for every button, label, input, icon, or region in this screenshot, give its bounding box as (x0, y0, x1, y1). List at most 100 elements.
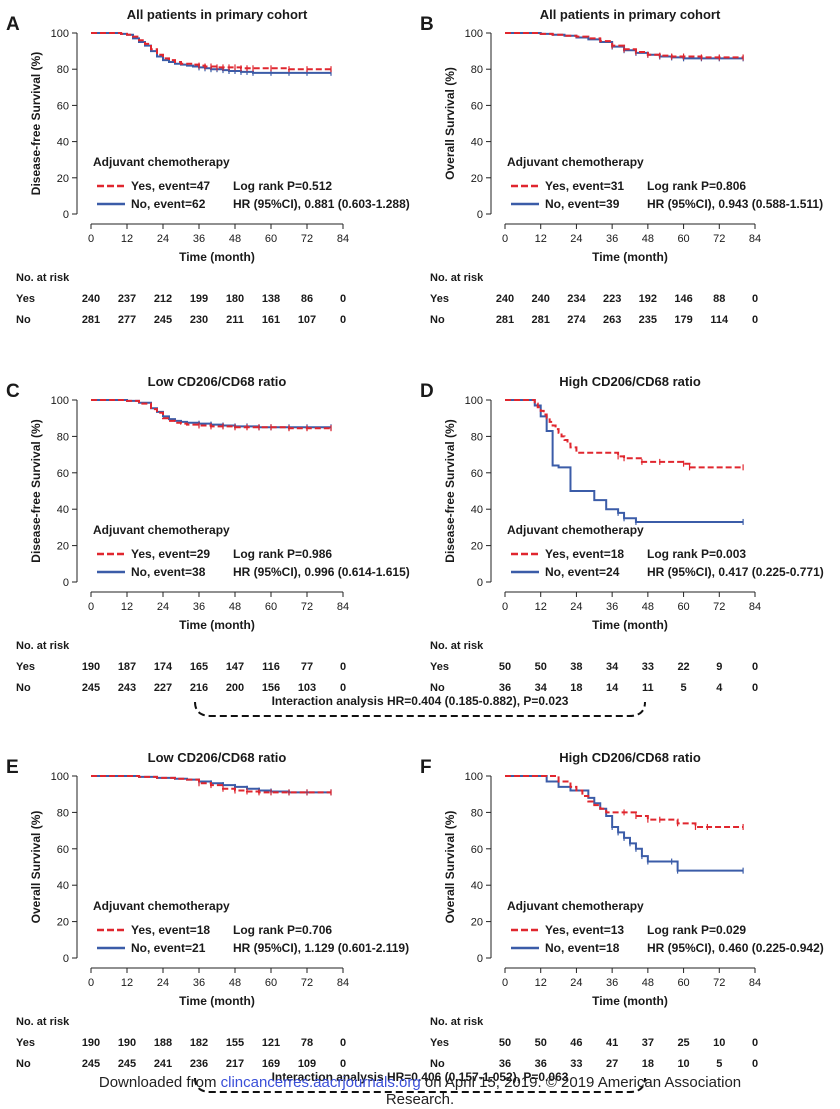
risk-no-value: 5 (681, 682, 687, 694)
risk-yes-value: 138 (262, 293, 280, 305)
x-tick-label: 48 (642, 977, 654, 989)
logrank-p: Log rank P=0.986 (233, 547, 332, 561)
y-axis-title: Overall Survival (%) (29, 811, 43, 924)
y-tick-label: 0 (63, 953, 69, 965)
x-tick-label: 84 (749, 233, 761, 245)
panel-title: High CD206/CD68 ratio (559, 374, 701, 389)
risk-yes-value: 237 (118, 293, 136, 305)
panel-title: All patients in primary cohort (540, 7, 721, 22)
y-tick-label: 0 (63, 577, 69, 589)
risk-no-value: 18 (570, 682, 582, 694)
panel-a: A All patients in primary cohort 0 20 40 60 80… (6, 7, 410, 326)
y-tick-label: 80 (471, 807, 483, 819)
risk-yes-value: 147 (226, 661, 244, 673)
risk-no-label: No (16, 1058, 31, 1070)
curve-no (505, 399, 744, 523)
risk-yes-label: Yes (16, 661, 35, 673)
risk-no-value: 18 (642, 1058, 654, 1070)
legend-yes-label: Yes, event=31 (545, 179, 624, 193)
legend-no-label: No, event=21 (131, 941, 206, 955)
risk-yes-value: 155 (226, 1037, 244, 1049)
risk-yes-value: 0 (752, 661, 758, 673)
risk-no-label: No (430, 314, 445, 326)
curve-yes (505, 775, 744, 828)
risk-no-value: 34 (535, 682, 548, 694)
risk-no-value: 0 (340, 682, 346, 694)
risk-table-title: No. at risk (430, 272, 484, 284)
y-tick-label: 20 (471, 173, 483, 185)
y-tick-label: 100 (51, 771, 69, 783)
journal-link[interactable]: clincancerres.aacrjournals.org (220, 1074, 421, 1091)
interaction-cd: Interaction analysis HR=0.404 (0.185-0.8… (194, 694, 646, 717)
risk-yes-value: 199 (190, 293, 208, 305)
risk-no-value: 11 (642, 682, 654, 694)
y-tick-label: 20 (471, 541, 483, 553)
panel-letter: E (6, 757, 19, 778)
risk-no-value: 0 (752, 682, 758, 694)
curve-yes (505, 32, 744, 59)
panel-letter: C (6, 381, 20, 402)
x-tick-label: 60 (677, 601, 689, 613)
y-tick-label: 60 (57, 468, 69, 480)
risk-no-value: 161 (262, 314, 280, 326)
risk-no-value: 27 (606, 1058, 618, 1070)
curve-no (505, 775, 744, 872)
x-tick-label: 0 (88, 977, 94, 989)
legend-title: Adjuvant chemotherapy (507, 523, 644, 537)
y-tick-label: 40 (57, 137, 69, 149)
risk-no-value: 169 (262, 1058, 280, 1070)
risk-no-value: 14 (606, 682, 619, 694)
panel-letter: B (420, 14, 434, 35)
x-tick-label: 36 (606, 233, 618, 245)
download-footer: Downloaded from clincancerres.aacrjourna… (0, 1074, 840, 1108)
risk-no-label: No (16, 314, 31, 326)
hazard-ratio: HR (95%CI), 0.881 (0.603-1.288) (233, 197, 410, 211)
risk-yes-value: 38 (570, 661, 582, 673)
risk-yes-value: 187 (118, 661, 136, 673)
interaction-bracket (194, 701, 646, 717)
legend-yes-label: Yes, event=18 (131, 923, 210, 937)
x-tick-label: 24 (157, 233, 169, 245)
risk-no-value: 5 (716, 1058, 722, 1070)
risk-yes-label: Yes (16, 293, 35, 305)
y-tick-label: 60 (471, 844, 483, 856)
risk-no-value: 0 (752, 1058, 758, 1070)
x-tick-label: 60 (265, 601, 277, 613)
x-tick-label: 0 (502, 977, 508, 989)
risk-no-value: 114 (710, 314, 729, 326)
y-tick-label: 0 (477, 209, 483, 221)
panel-letter: A (6, 14, 20, 35)
risk-yes-value: 25 (677, 1037, 689, 1049)
risk-yes-value: 234 (567, 293, 586, 305)
risk-yes-label: Yes (430, 293, 449, 305)
y-axis-title: Disease-free Survival (%) (29, 52, 43, 195)
risk-yes-value: 174 (154, 661, 173, 673)
x-tick-label: 60 (265, 977, 277, 989)
y-tick-label: 0 (477, 953, 483, 965)
risk-yes-value: 33 (642, 661, 654, 673)
risk-table-title: No. at risk (16, 272, 70, 284)
legend-title: Adjuvant chemotherapy (507, 899, 644, 913)
x-tick-label: 0 (88, 233, 94, 245)
interaction-text: Interaction analysis HR=0.404 (0.185-0.8… (272, 694, 569, 708)
risk-yes-value: 9 (716, 661, 722, 673)
risk-yes-value: 37 (642, 1037, 654, 1049)
x-tick-label: 84 (749, 977, 761, 989)
risk-yes-label: Yes (430, 1037, 449, 1049)
y-tick-label: 20 (471, 917, 483, 929)
risk-no-value: 217 (226, 1058, 244, 1070)
risk-yes-value: 50 (535, 661, 547, 673)
y-tick-label: 80 (57, 64, 69, 76)
risk-no-value: 200 (226, 682, 244, 694)
x-tick-label: 72 (301, 233, 313, 245)
risk-yes-value: 50 (499, 661, 511, 673)
x-tick-label: 72 (713, 601, 725, 613)
risk-yes-value: 212 (154, 293, 172, 305)
footer-line2: Research. (385, 1091, 455, 1108)
risk-no-value: 236 (190, 1058, 208, 1070)
y-axis-title: Overall Survival (%) (443, 67, 457, 180)
legend-yes-label: Yes, event=13 (545, 923, 624, 937)
x-tick-label: 24 (570, 601, 582, 613)
risk-no-value: 36 (499, 682, 511, 694)
